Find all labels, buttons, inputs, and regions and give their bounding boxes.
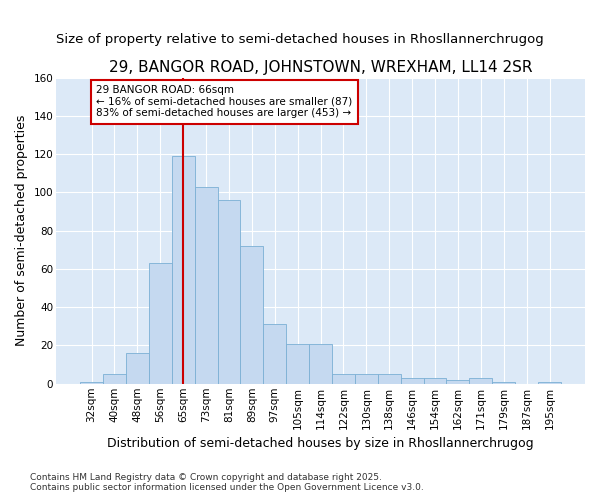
Bar: [218, 200, 241, 384]
Bar: [241, 246, 263, 384]
Text: 29 BANGOR ROAD: 66sqm
← 16% of semi-detached houses are smaller (87)
83% of semi: 29 BANGOR ROAD: 66sqm ← 16% of semi-deta…: [96, 85, 352, 118]
Bar: [194, 186, 218, 384]
Bar: [378, 374, 401, 384]
Bar: [103, 374, 126, 384]
Bar: [172, 156, 194, 384]
Bar: [492, 382, 515, 384]
Bar: [309, 344, 332, 384]
Bar: [149, 263, 172, 384]
Bar: [424, 378, 446, 384]
Y-axis label: Number of semi-detached properties: Number of semi-detached properties: [15, 115, 28, 346]
Text: Size of property relative to semi-detached houses in Rhosllannerchrugog: Size of property relative to semi-detach…: [56, 32, 544, 46]
Bar: [401, 378, 424, 384]
Bar: [263, 324, 286, 384]
Bar: [355, 374, 378, 384]
Bar: [126, 353, 149, 384]
Bar: [286, 344, 309, 384]
Bar: [446, 380, 469, 384]
Text: Contains HM Land Registry data © Crown copyright and database right 2025.
Contai: Contains HM Land Registry data © Crown c…: [30, 473, 424, 492]
Bar: [332, 374, 355, 384]
Bar: [538, 382, 561, 384]
Title: 29, BANGOR ROAD, JOHNSTOWN, WREXHAM, LL14 2SR: 29, BANGOR ROAD, JOHNSTOWN, WREXHAM, LL1…: [109, 60, 532, 75]
X-axis label: Distribution of semi-detached houses by size in Rhosllannerchrugog: Distribution of semi-detached houses by …: [107, 437, 534, 450]
Bar: [80, 382, 103, 384]
Bar: [469, 378, 492, 384]
